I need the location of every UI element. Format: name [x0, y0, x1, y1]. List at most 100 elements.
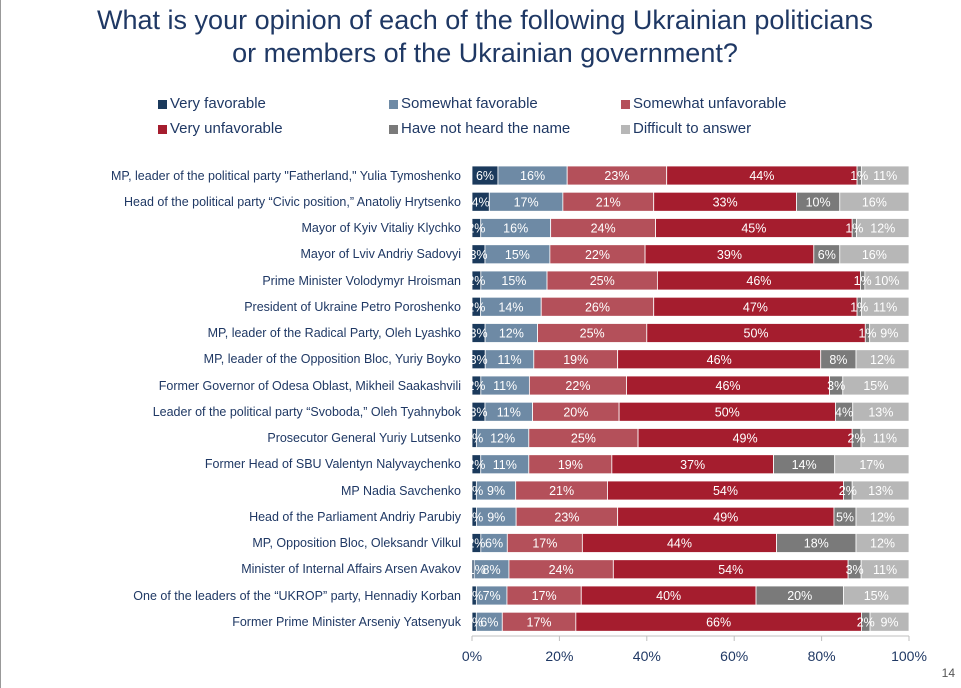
bar-segment-difficult-to-answer [839, 244, 910, 265]
data-label: 3% [846, 563, 864, 577]
data-label: 3% [469, 248, 487, 262]
data-label: 1% [465, 484, 483, 498]
data-label: 46% [746, 274, 771, 288]
data-label: 4% [472, 195, 490, 209]
data-label: 2% [857, 615, 875, 629]
data-label: 23% [604, 169, 629, 183]
row-label: Mayor of Lviv Andriy Sadovyi [300, 247, 462, 262]
data-label: 15% [505, 248, 530, 262]
chart-title: What is your opinion of each of the foll… [20, 4, 950, 70]
chart-title-line-1: What is your opinion of each of the foll… [97, 5, 873, 35]
legend-label: Difficult to answer [633, 120, 752, 137]
row-label: Former Governor of Odesa Oblast, Mikheil… [158, 378, 461, 393]
legend-swatch [158, 99, 167, 109]
bar-segment-difficult-to-answer [855, 349, 910, 370]
data-label: 17% [532, 589, 557, 603]
bar-segment-difficult-to-answer [860, 559, 910, 580]
legend-item-somewhat-favorable: Somewhat favorable [389, 94, 538, 114]
data-label: 2% [467, 274, 485, 288]
legend-swatch [389, 99, 398, 109]
data-label: 44% [749, 169, 774, 183]
data-label: 12% [870, 537, 895, 551]
data-label: 13% [868, 405, 893, 419]
data-label: 25% [580, 327, 605, 341]
data-label: 1% [850, 169, 868, 183]
chart-title-line-2: or members of the Ukrainian government? [232, 38, 738, 68]
data-label: 66% [706, 615, 731, 629]
data-label: 22% [585, 248, 610, 262]
legend-item-very-unfavorable: Very unfavorable [158, 119, 283, 139]
bar-segment-difficult-to-answer [843, 585, 910, 606]
data-label: 23% [554, 510, 579, 524]
data-label: 24% [591, 222, 616, 236]
slide-left-border [0, 0, 1, 688]
data-label: 37% [680, 458, 705, 472]
data-label: 40% [656, 589, 681, 603]
data-label: 47% [743, 300, 768, 314]
data-label: 15% [864, 589, 889, 603]
data-label: 7% [483, 589, 501, 603]
row-label: MP, leader of the Opposition Bloc, Yuriy… [203, 352, 461, 367]
data-label: 12% [870, 222, 895, 236]
legend-label: Very unfavorable [170, 120, 283, 137]
data-label: 1% [858, 327, 876, 341]
legend-label: Very favorable [170, 95, 266, 112]
data-label: 15% [501, 274, 526, 288]
legend-label: Have not heard the name [401, 120, 571, 137]
data-label: 15% [863, 379, 888, 393]
data-label: 17% [859, 458, 884, 472]
data-label: 54% [713, 484, 738, 498]
data-label: 13% [868, 484, 893, 498]
legend-swatch [389, 124, 398, 134]
data-label: 11% [873, 169, 897, 183]
data-label: 9% [487, 510, 505, 524]
row-label: MP, leader of the political party "Fathe… [110, 168, 461, 183]
data-label: 2% [467, 222, 485, 236]
data-label: 11% [493, 379, 517, 393]
data-label: 6% [480, 615, 498, 629]
data-label: 2% [848, 432, 866, 446]
row-label: Head of the political party “Civic posit… [124, 194, 461, 209]
data-label: 11% [873, 563, 897, 577]
legend-item-somewhat-unfavorable: Somewhat unfavorable [621, 94, 786, 114]
data-label: 12% [499, 327, 524, 341]
data-label: 17% [532, 537, 557, 551]
data-label: 4% [835, 405, 853, 419]
row-label: Former Head of SBU Valentyn Nalyvaychenk… [204, 457, 461, 472]
data-label: 25% [571, 432, 596, 446]
data-label: 45% [741, 222, 766, 236]
bar-segment-difficult-to-answer [834, 454, 910, 475]
data-label: 1% [465, 615, 483, 629]
data-label: 6% [818, 248, 836, 262]
data-label: 17% [527, 615, 552, 629]
bar-segment-difficult-to-answer [869, 323, 910, 343]
data-label: 8% [483, 563, 501, 577]
data-label: 9% [487, 484, 505, 498]
data-label: 1% [845, 222, 863, 236]
data-label: 50% [715, 405, 740, 419]
bar-segment-difficult-to-answer [839, 191, 910, 212]
row-label: MP Nadia Savchenko [341, 483, 461, 498]
data-label: 20% [787, 589, 812, 603]
data-label: 21% [596, 195, 621, 209]
bar-segment-difficult-to-answer [852, 401, 910, 422]
legend-swatch [158, 124, 167, 134]
data-label: 19% [563, 353, 588, 367]
bar-segment-difficult-to-answer [855, 533, 910, 553]
data-label: 11% [497, 353, 521, 367]
data-label: 19% [558, 458, 583, 472]
data-label: 39% [717, 248, 742, 262]
data-label: 22% [565, 379, 590, 393]
data-label: 10% [806, 195, 831, 209]
row-label: Mayor of Kyiv Vitaliy Klychko [301, 221, 461, 235]
bar-segment-difficult-to-answer [856, 218, 910, 238]
data-label: 46% [716, 379, 741, 393]
row-label: One of the leaders of the “UKROP” party,… [133, 588, 461, 603]
data-label: 3% [469, 405, 487, 419]
data-label: 49% [713, 510, 738, 524]
data-label: 3% [470, 353, 488, 367]
row-label: Former Prime Minister Arseniy Yatsenyuk [232, 614, 461, 629]
legend-swatch [621, 99, 630, 109]
data-label: <1% [460, 563, 485, 577]
